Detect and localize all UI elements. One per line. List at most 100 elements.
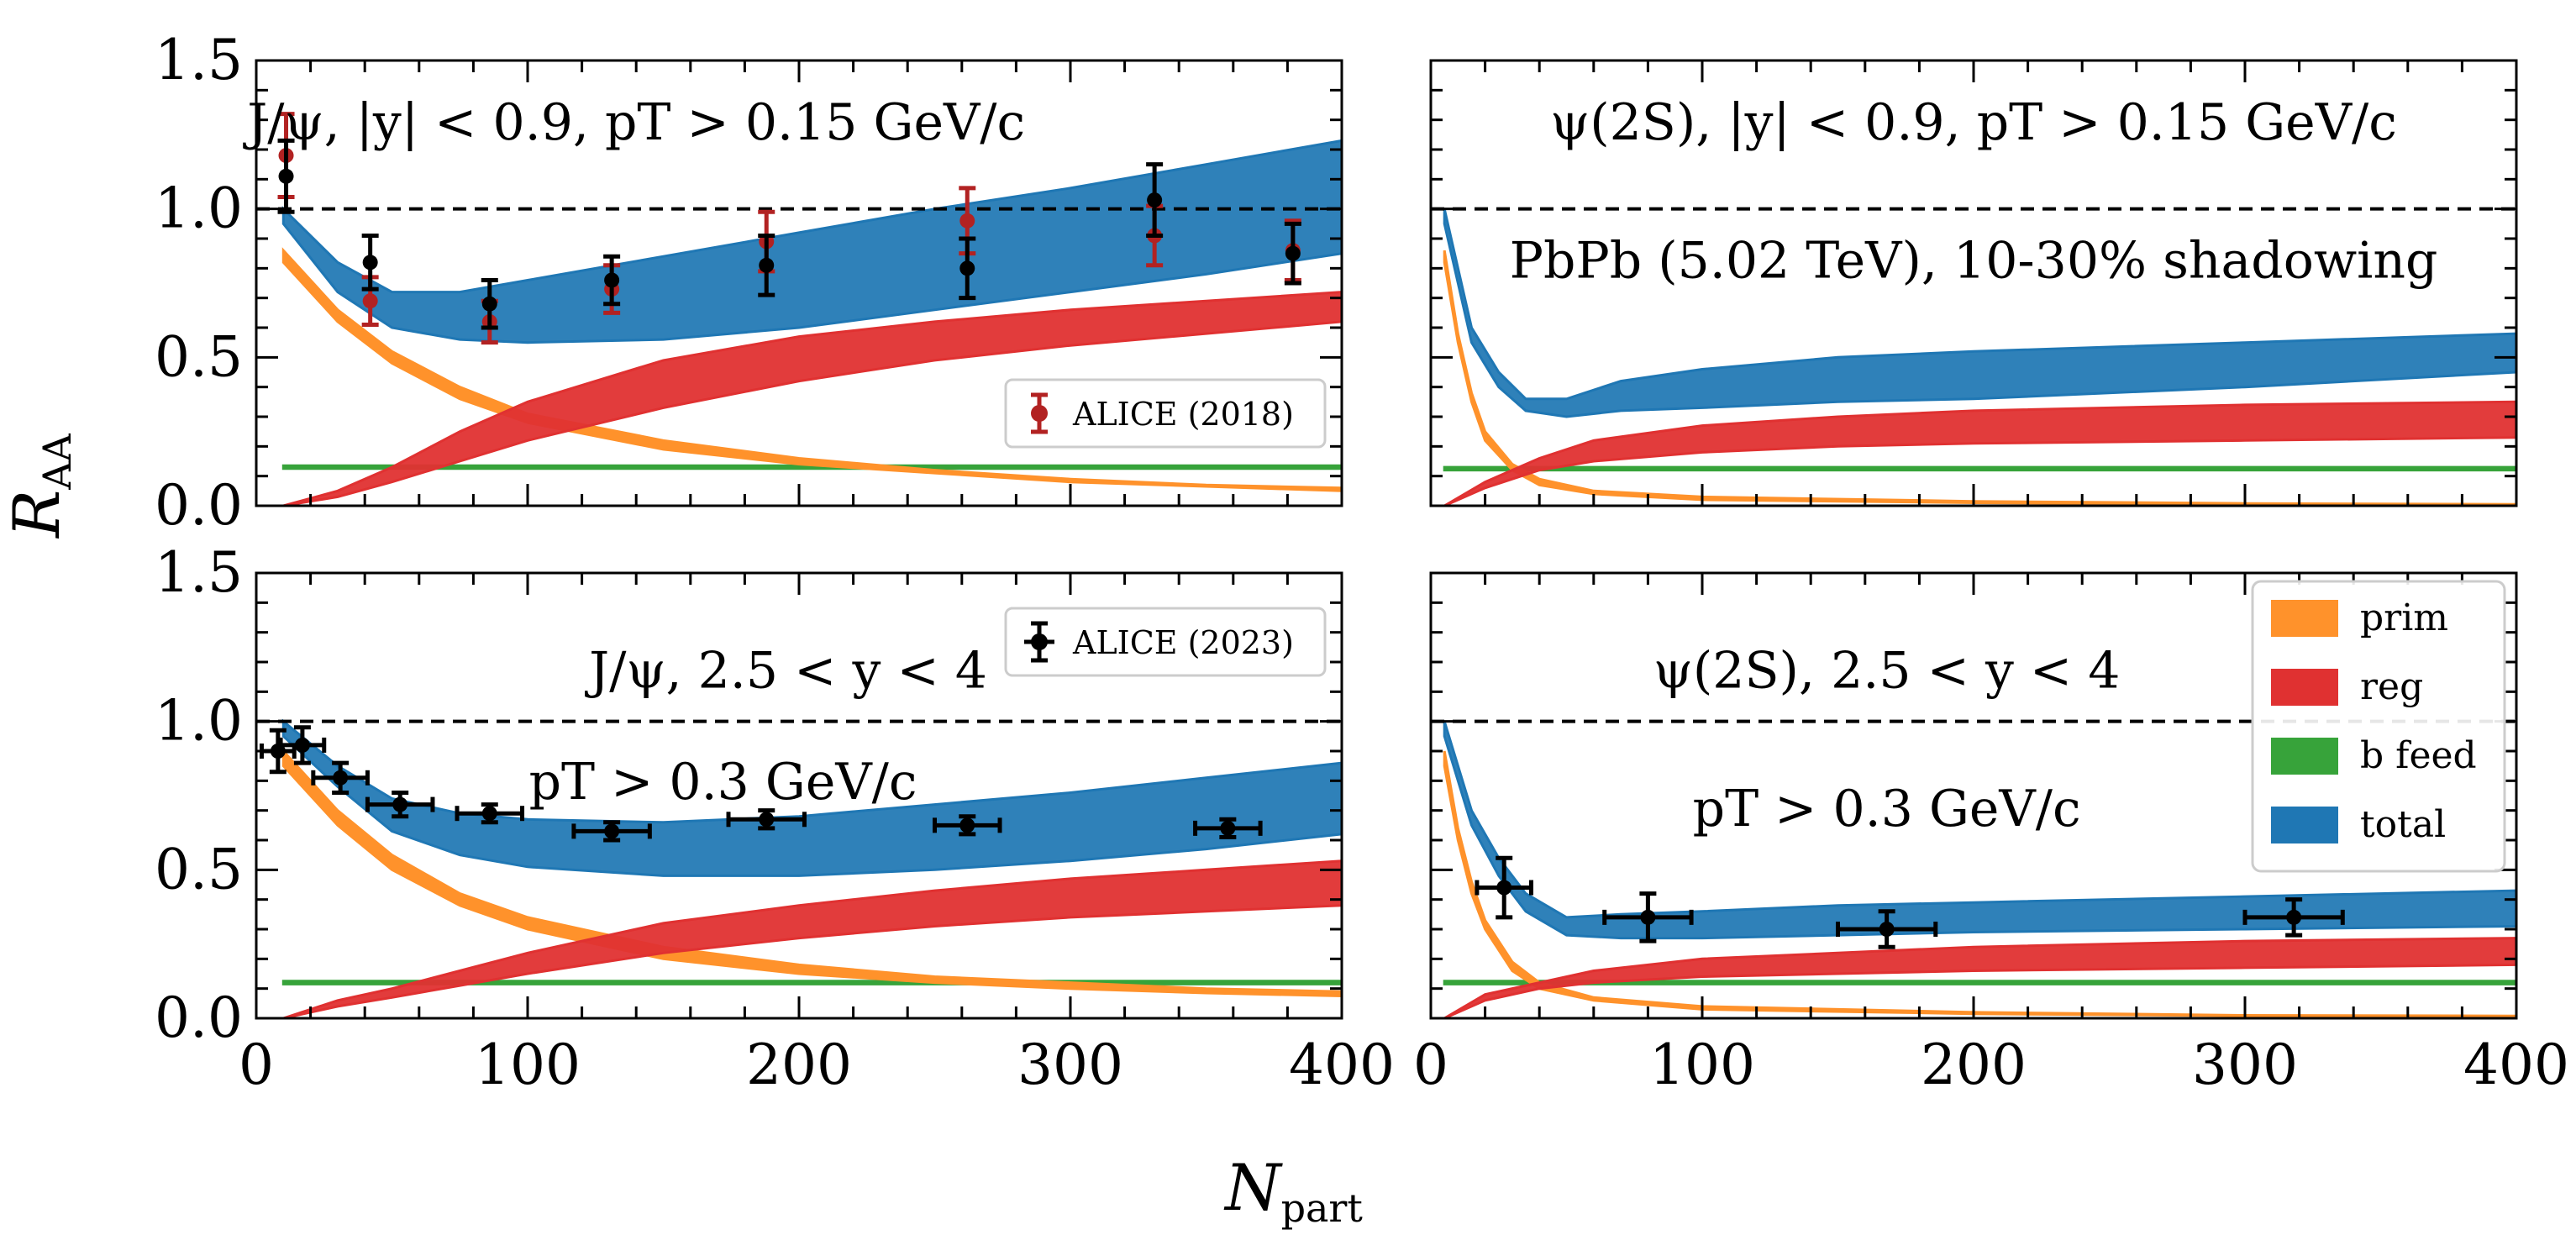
marker: [278, 168, 294, 184]
marker: [1147, 192, 1163, 208]
y-tick-label: 0.5: [155, 837, 243, 901]
legend: ALICE (2023): [1004, 607, 1327, 677]
data-point: [311, 760, 370, 795]
marker: [2286, 909, 2302, 925]
legend-label: total: [2360, 803, 2446, 846]
legend-box: [1004, 607, 1327, 677]
marker: [333, 770, 349, 786]
legend: ALICE (2018): [1004, 378, 1327, 449]
x-tick-label: 300: [1017, 1033, 1123, 1097]
legend-label: b feed: [2360, 734, 2477, 777]
marker: [604, 272, 620, 288]
data-point: [959, 236, 976, 301]
data-point: [758, 233, 775, 297]
legend-box: [2251, 580, 2506, 873]
band-total: [1443, 208, 2516, 418]
data-point: [455, 802, 525, 825]
x-tick-label: 100: [1649, 1033, 1755, 1097]
plot-area: [1443, 208, 2516, 506]
legend-swatch: [2271, 807, 2338, 843]
marker: [1496, 880, 1512, 896]
marker: [362, 293, 378, 309]
data-point: [481, 277, 498, 330]
legend: prim reg b feed total: [2251, 580, 2506, 873]
panel-psi2s-midrapidity: ψ(2S), |y| < 0.9, pT > 0.15 GeV/c PbPb (5…: [1429, 59, 2518, 507]
band-prim: [281, 247, 1342, 492]
x-axis-label: Npart: [1223, 1150, 1363, 1231]
data-point: [1475, 855, 1534, 920]
marker: [1285, 245, 1301, 261]
data-point: [1146, 162, 1164, 238]
data-point: [361, 233, 379, 292]
marker: [604, 823, 620, 839]
marker: [362, 255, 378, 271]
data-point: [1284, 221, 1301, 286]
data-point: [726, 808, 807, 831]
data-point: [1836, 909, 1938, 949]
legend-label: ALICE (2018): [1072, 396, 1294, 433]
legend-swatch: [2271, 738, 2338, 775]
data-point: [1602, 891, 1694, 943]
panel-title: ψ(2S), |y| < 0.9, pT > 0.15 GeV/c: [1550, 93, 2397, 152]
band-reg: [282, 859, 1342, 1018]
plot-area: [281, 718, 1342, 1018]
x-tick-label: 100: [475, 1033, 581, 1097]
band-reg: [1443, 937, 2516, 1018]
legend-label: prim: [2360, 596, 2448, 639]
legend-label: reg: [2360, 665, 2423, 708]
band-prim: [1443, 750, 2516, 1018]
marker: [294, 737, 310, 753]
plot-area: [281, 139, 1342, 506]
data-point: [1193, 817, 1263, 839]
legend-box: [1004, 378, 1327, 449]
y-tick-label: 0.5: [155, 324, 243, 389]
marker: [1879, 922, 1895, 937]
marker: [959, 817, 975, 833]
y-tick-label: 1.5: [155, 540, 243, 605]
y-axis-label: RAA: [0, 434, 80, 539]
marker: [1220, 820, 1236, 836]
panel-psi2s-forward: 0 100 200 300 400 ψ(2S), 2.5 < y < 4 pT > 0.3 …: [1413, 571, 2569, 1097]
panel-annotation: pT > 0.3 GeV/c: [1693, 780, 2081, 838]
x-tick-label: 200: [746, 1033, 852, 1097]
data-point: [2242, 897, 2345, 938]
y-tick-label: 1.5: [155, 28, 243, 92]
legend-label: ALICE (2023): [1072, 624, 1294, 661]
y-tick-label: 1.0: [155, 176, 243, 241]
marker: [959, 213, 975, 229]
data-point: [603, 254, 621, 307]
band-reg: [1443, 400, 2516, 506]
band-bfeed: [1443, 980, 2516, 985]
y-tick-label: 0.0: [155, 985, 243, 1050]
marker: [959, 260, 975, 276]
data-point: [365, 790, 435, 819]
x-tick-label: 0: [239, 1033, 274, 1097]
x-tick-label: 400: [2463, 1033, 2569, 1097]
panel-annotation: PbPb (5.02 TeV), 10-30% shadowing: [1510, 232, 2438, 291]
plot-area: [1443, 721, 2516, 1018]
x-tick-label: 300: [2192, 1033, 2298, 1097]
x-tick-label: 0: [1413, 1033, 1448, 1097]
x-tick-label: 400: [1289, 1033, 1395, 1097]
band-prim: [1443, 250, 2516, 506]
marker: [392, 796, 408, 812]
panel-jpsi-forward: 0.0 0.5 1.0 1.5 0 100 200 300 400 J/ψ, 2.5 < y < …: [155, 540, 1395, 1097]
panel-annotation: pT > 0.3 GeV/c: [529, 753, 917, 812]
data-point: [933, 814, 1002, 837]
y-tick-label: 0.0: [155, 473, 243, 538]
marker: [1640, 909, 1656, 925]
legend-swatch: [2271, 669, 2338, 706]
data-point: [277, 138, 295, 214]
marker: [759, 812, 775, 828]
x-tick-label: 200: [1921, 1033, 2027, 1097]
data-point: [571, 820, 652, 843]
band-total: [281, 139, 1342, 344]
band-bfeed: [1443, 465, 2516, 472]
legend-marker: [1031, 633, 1048, 650]
data-point: [259, 728, 297, 775]
legend-swatch: [2271, 600, 2338, 637]
marker: [481, 296, 497, 312]
band-reg: [282, 291, 1342, 506]
marker: [481, 806, 497, 822]
